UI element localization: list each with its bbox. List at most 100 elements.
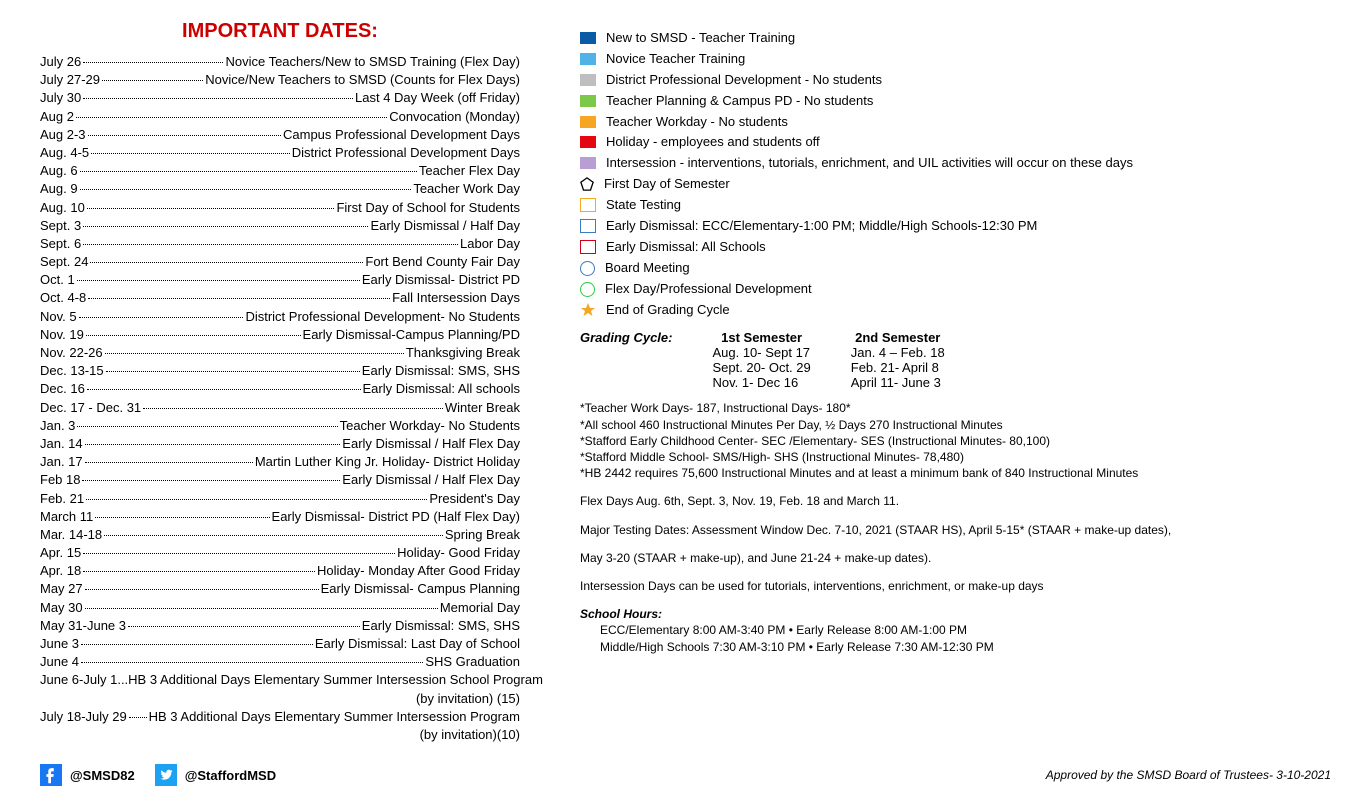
- legend-row: Teacher Planning & Campus PD - No studen…: [580, 93, 1300, 110]
- date-label: July 30: [40, 89, 81, 107]
- date-desc: HB 3 Additional Days Elementary Summer I…: [149, 708, 520, 726]
- legend-row: End of Grading Cycle: [580, 302, 1300, 319]
- legend-label: Novice Teacher Training: [606, 51, 745, 68]
- date-row: Aug. 6 Teacher Flex Day: [40, 162, 520, 180]
- important-dates-column: IMPORTANT DATES: July 26Novice Teachers/…: [40, 20, 520, 744]
- legend-label: Early Dismissal: ECC/Elementary-1:00 PM;…: [606, 218, 1037, 235]
- legend-row: New to SMSD - Teacher Training: [580, 30, 1300, 47]
- grading-period: Sept. 20- Oct. 29: [712, 360, 810, 375]
- legend-swatch: [580, 53, 596, 65]
- legend-label: Board Meeting: [605, 260, 690, 277]
- note-line: Intersession Days can be used for tutori…: [580, 578, 1300, 594]
- grading-cycle: Grading Cycle: 1st Semester Aug. 10- Sep…: [580, 330, 1300, 390]
- date-desc: Spring Break: [445, 526, 520, 544]
- grading-sem1: 1st Semester Aug. 10- Sept 17Sept. 20- O…: [712, 330, 810, 390]
- date-desc: Teacher Flex Day: [419, 162, 520, 180]
- date-desc: HB 3 Additional Days Elementary Summer I…: [128, 671, 543, 689]
- date-desc: Thanksgiving Break: [406, 344, 520, 362]
- date-label: Apr. 18: [40, 562, 81, 580]
- date-label: Aug. 6: [40, 162, 78, 180]
- grading-period: Jan. 4 – Feb. 18: [851, 345, 945, 360]
- date-label: July 26: [40, 53, 81, 71]
- school-hours-label: School Hours:: [580, 606, 1300, 622]
- twitter-link[interactable]: @StaffordMSD: [155, 764, 276, 786]
- date-row: Aug. 9Teacher Work Day: [40, 180, 520, 198]
- date-row: Aug. 4-5District Professional Developmen…: [40, 144, 520, 162]
- sem1-title: 1st Semester: [712, 330, 810, 345]
- date-label: May 27: [40, 580, 83, 598]
- date-continuation: (by invitation) (15): [40, 690, 520, 708]
- legend-row: Early Dismissal: ECC/Elementary-1:00 PM;…: [580, 218, 1300, 235]
- grading-sem2: 2nd Semester Jan. 4 – Feb. 18Feb. 21- Ap…: [851, 330, 945, 390]
- date-desc: First Day of School for Students: [336, 199, 520, 217]
- date-label: Nov. 19: [40, 326, 84, 344]
- note-line: *All school 460 Instructional Minutes Pe…: [580, 417, 1300, 433]
- legend-row: Board Meeting: [580, 260, 1300, 277]
- date-continuation: (by invitation)(10): [40, 726, 520, 744]
- date-row: Aug. 10First Day of School for Students: [40, 199, 520, 217]
- legend-swatch: [580, 136, 596, 148]
- date-label: Jan. 17: [40, 453, 83, 471]
- legend-swatch: [580, 240, 596, 254]
- grading-label: Grading Cycle:: [580, 330, 672, 390]
- date-label: Oct. 1: [40, 271, 75, 289]
- date-row: Sept. 3Early Dismissal / Half Day: [40, 217, 520, 235]
- approved-text: Approved by the SMSD Board of Trustees- …: [1046, 768, 1331, 782]
- fb-handle: @SMSD82: [70, 768, 135, 783]
- date-row: June 6-July 1... HB 3 Additional Days El…: [40, 671, 520, 689]
- legend-label: Teacher Workday - No students: [606, 114, 788, 131]
- date-label: Dec. 13-15: [40, 362, 104, 380]
- date-row: July 27-29Novice/New Teachers to SMSD (C…: [40, 71, 520, 89]
- date-desc: Early Dismissal: Last Day of School: [315, 635, 520, 653]
- date-row: Dec. 13-15Early Dismissal: SMS, SHS: [40, 362, 520, 380]
- date-label: March 11: [40, 508, 93, 526]
- date-row: Jan. 14Early Dismissal / Half Flex Day: [40, 435, 520, 453]
- date-desc: Martin Luther King Jr. Holiday- District…: [255, 453, 520, 471]
- legend-row: Intersession - interventions, tutorials,…: [580, 155, 1300, 172]
- notes-block-2: Flex Days Aug. 6th, Sept. 3, Nov. 19, Fe…: [580, 493, 1300, 594]
- twitter-icon: [155, 764, 177, 786]
- date-desc: SHS Graduation: [425, 653, 520, 671]
- date-label: July 18-July 29: [40, 708, 127, 726]
- date-label: Mar. 14-18: [40, 526, 102, 544]
- date-row: June 4SHS Graduation: [40, 653, 520, 671]
- date-label: Aug 2: [40, 108, 74, 126]
- date-label: May 31-June 3: [40, 617, 126, 635]
- date-desc: Teacher Work Day: [413, 180, 520, 198]
- date-row: Nov. 5District Professional Development-…: [40, 308, 520, 326]
- date-row: Feb. 21President's Day: [40, 490, 520, 508]
- legend-swatch: [580, 32, 596, 44]
- legend-row: Flex Day/Professional Development: [580, 281, 1300, 298]
- legend-label: Holiday - employees and students off: [606, 134, 820, 151]
- date-label: Nov. 5: [40, 308, 77, 326]
- date-desc: Early Dismissal / Half Flex Day: [342, 471, 520, 489]
- date-label: Apr. 15: [40, 544, 81, 562]
- note-line: Major Testing Dates: Assessment Window D…: [580, 522, 1300, 538]
- date-row: Apr. 18 Holiday- Monday After Good Friday: [40, 562, 520, 580]
- date-row: Dec. 17 - Dec. 31Winter Break: [40, 399, 520, 417]
- legend-info-column: New to SMSD - Teacher Training Novice Tea…: [580, 20, 1300, 744]
- legend-row: Novice Teacher Training: [580, 51, 1300, 68]
- legend-label: End of Grading Cycle: [606, 302, 730, 319]
- school-hours: School Hours: ECC/Elementary 8:00 AM-3:4…: [580, 606, 1300, 655]
- date-row: Oct. 4-8Fall Intersession Days: [40, 289, 520, 307]
- date-desc: Novice Teachers/New to SMSD Training (Fl…: [225, 53, 520, 71]
- date-label: July 27-29: [40, 71, 100, 89]
- date-row: July 30 Last 4 Day Week (off Friday): [40, 89, 520, 107]
- legend-swatch: [580, 157, 596, 169]
- page-container: IMPORTANT DATES: July 26Novice Teachers/…: [40, 20, 1331, 744]
- date-row: July 26 Novice Teachers/New to SMSD Train…: [40, 53, 520, 71]
- date-row: Aug 2-3Campus Professional Development D…: [40, 126, 520, 144]
- date-desc: Holiday- Monday After Good Friday: [317, 562, 520, 580]
- date-label: June 6-July 1: [40, 671, 117, 689]
- footer: @SMSD82 @StaffordMSD Approved by the SMS…: [40, 764, 1331, 786]
- legend-swatch: [580, 198, 596, 212]
- school-hours-line: ECC/Elementary 8:00 AM-3:40 PM • Early R…: [600, 622, 1300, 638]
- date-row: Feb 18Early Dismissal / Half Flex Day: [40, 471, 520, 489]
- facebook-link[interactable]: @SMSD82: [40, 764, 135, 786]
- grading-period: Nov. 1- Dec 16: [712, 375, 810, 390]
- date-label: Feb. 21: [40, 490, 84, 508]
- date-desc: Fort Bend County Fair Day: [365, 253, 520, 271]
- date-desc: Last 4 Day Week (off Friday): [355, 89, 520, 107]
- legend-row: Early Dismissal: All Schools: [580, 239, 1300, 256]
